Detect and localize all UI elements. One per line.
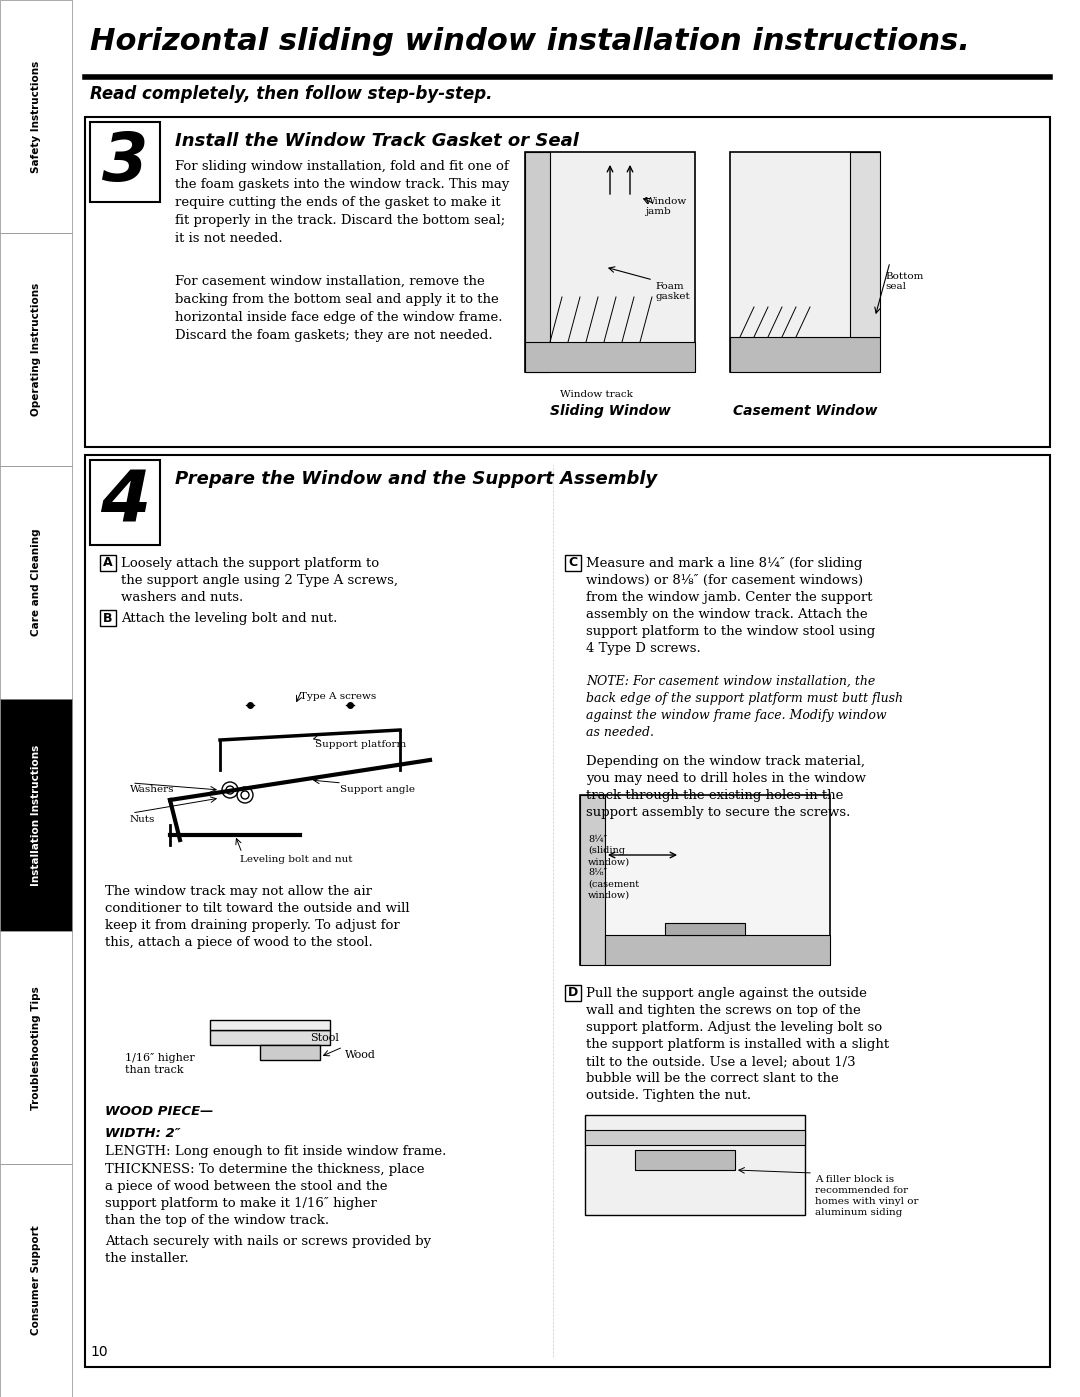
- Text: 8¼″
(sliding
window)
8⅛″
(casement
window): 8¼″ (sliding window) 8⅛″ (casement windo…: [588, 835, 639, 900]
- Bar: [525, 152, 696, 372]
- Text: For casement window installation, remove the
backing from the bottom seal and ap: For casement window installation, remove…: [175, 275, 502, 342]
- Text: Washers: Washers: [130, 785, 175, 793]
- Bar: [90, 122, 160, 203]
- Text: Loosely attach the support platform to
the support angle using 2 Type A screws,
: Loosely attach the support platform to t…: [121, 557, 399, 604]
- Bar: [0, 0, 72, 233]
- Bar: [565, 555, 581, 571]
- Bar: [585, 1130, 805, 1146]
- Text: A: A: [104, 556, 112, 570]
- Circle shape: [241, 791, 249, 799]
- Bar: [0, 698, 72, 932]
- Text: Support angle: Support angle: [340, 785, 415, 793]
- Bar: [100, 555, 116, 571]
- Bar: [635, 1150, 735, 1171]
- Text: Operating Instructions: Operating Instructions: [31, 282, 41, 416]
- Circle shape: [226, 787, 234, 793]
- Text: Nuts: Nuts: [130, 814, 156, 824]
- Text: Attach the leveling bolt and nut.: Attach the leveling bolt and nut.: [121, 612, 337, 624]
- Text: 4: 4: [99, 468, 150, 536]
- Bar: [210, 1020, 330, 1030]
- Text: A filler block is
recommended for
homes with vinyl or
aluminum siding: A filler block is recommended for homes …: [815, 1175, 918, 1217]
- Text: Install the Window Track Gasket or Seal: Install the Window Track Gasket or Seal: [175, 131, 579, 149]
- Bar: [0, 233, 72, 465]
- Text: LENGTH: Long enough to fit inside window frame.: LENGTH: Long enough to fit inside window…: [105, 1146, 446, 1158]
- Text: Pull the support angle against the outside
wall and tighten the screws on top of: Pull the support angle against the outsi…: [586, 988, 889, 1102]
- Bar: [605, 935, 831, 965]
- Text: Horizontal sliding window installation instructions.: Horizontal sliding window installation i…: [90, 27, 970, 56]
- Text: Wood: Wood: [345, 1051, 376, 1060]
- Text: Window
jamb: Window jamb: [645, 197, 687, 217]
- Bar: [730, 337, 880, 372]
- Text: Support platform: Support platform: [315, 740, 406, 749]
- Text: Attach securely with nails or screws provided by
the installer.: Attach securely with nails or screws pro…: [105, 1235, 431, 1266]
- Bar: [585, 1115, 805, 1215]
- Bar: [665, 923, 745, 935]
- Text: Read completely, then follow step-by-step.: Read completely, then follow step-by-ste…: [90, 85, 492, 103]
- Text: Stool: Stool: [310, 1032, 339, 1044]
- Text: For sliding window installation, fold and fit one of
the foam gaskets into the w: For sliding window installation, fold an…: [175, 161, 510, 244]
- Bar: [210, 1030, 330, 1045]
- Text: C: C: [568, 556, 578, 570]
- Text: Window track: Window track: [561, 390, 633, 400]
- Text: Casement Window: Casement Window: [732, 404, 877, 418]
- Bar: [0, 465, 72, 698]
- Bar: [580, 795, 605, 965]
- Text: Consumer Support: Consumer Support: [31, 1225, 41, 1336]
- Text: Measure and mark a line 8¼″ (for sliding
windows) or 8⅛″ (for casement windows)
: Measure and mark a line 8¼″ (for sliding…: [586, 557, 875, 655]
- Bar: [850, 152, 880, 337]
- Text: Leveling bolt and nut: Leveling bolt and nut: [240, 855, 352, 863]
- Text: Depending on the window track material,
you may need to drill holes in the windo: Depending on the window track material, …: [586, 754, 866, 819]
- Text: The window track may not allow the air
conditioner to tilt toward the outside an: The window track may not allow the air c…: [105, 886, 409, 949]
- Bar: [580, 795, 831, 965]
- Bar: [100, 610, 116, 626]
- Text: Foam
gasket: Foam gasket: [654, 282, 690, 302]
- Text: 3: 3: [102, 129, 148, 196]
- Bar: [90, 460, 160, 545]
- Bar: [565, 985, 581, 1002]
- Text: D: D: [568, 986, 578, 999]
- Text: 10: 10: [90, 1345, 108, 1359]
- Text: Troubleshooting Tips: Troubleshooting Tips: [31, 986, 41, 1109]
- Text: Type A screws: Type A screws: [300, 692, 376, 701]
- Bar: [85, 117, 1050, 447]
- Bar: [260, 1045, 320, 1060]
- Bar: [0, 1164, 72, 1397]
- Text: B: B: [104, 612, 112, 624]
- Bar: [85, 455, 1050, 1368]
- Text: NOTE: For casement window installation, the
back edge of the support platform mu: NOTE: For casement window installation, …: [586, 675, 903, 739]
- Text: Bottom
seal: Bottom seal: [885, 272, 923, 292]
- Text: Installation Instructions: Installation Instructions: [31, 745, 41, 886]
- Bar: [730, 152, 880, 372]
- Text: Care and Cleaning: Care and Cleaning: [31, 528, 41, 636]
- Text: Safety Instructions: Safety Instructions: [31, 60, 41, 173]
- Bar: [525, 152, 550, 372]
- Bar: [0, 932, 72, 1164]
- Text: THICKNESS: To determine the thickness, place
a piece of wood between the stool a: THICKNESS: To determine the thickness, p…: [105, 1162, 424, 1227]
- Text: Sliding Window: Sliding Window: [550, 404, 671, 418]
- Text: 1/16″ higher
than track: 1/16″ higher than track: [125, 1053, 194, 1074]
- Text: WIDTH: 2″: WIDTH: 2″: [105, 1127, 180, 1140]
- Text: Prepare the Window and the Support Assembly: Prepare the Window and the Support Assem…: [175, 469, 658, 488]
- Bar: [525, 342, 696, 372]
- Text: WOOD PIECE—: WOOD PIECE—: [105, 1105, 214, 1118]
